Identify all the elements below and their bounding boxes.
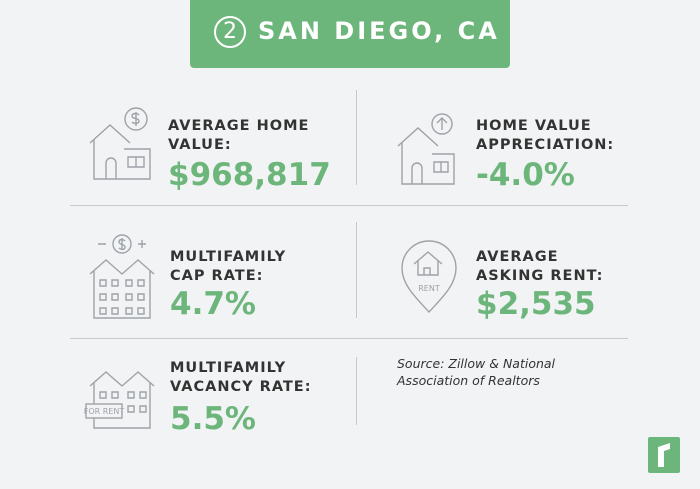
icon-text: FOR RENT [84, 407, 125, 416]
house-dollar-icon [89, 107, 151, 180]
divider [356, 222, 357, 318]
stat-value: 4.7% [170, 286, 256, 322]
divider [70, 338, 628, 339]
stat-label: MULTIFAMILY [170, 360, 287, 376]
for-rent-icon: FOR RENT [84, 371, 155, 429]
stat-label: AVERAGE [476, 249, 559, 265]
house-arrow-icon [397, 113, 455, 185]
logo [648, 437, 680, 473]
divider [70, 205, 628, 206]
source-line: Association of Realtors [397, 373, 540, 388]
stat-label: VACANCY RATE: [170, 379, 312, 395]
stat-value: -4.0% [476, 157, 575, 193]
stat-label: ASKING RENT: [476, 268, 604, 284]
stat-value: $968,817 [168, 157, 331, 193]
stat-value: 5.5% [170, 401, 256, 437]
stat-label: MULTIFAMILY [170, 249, 287, 265]
stat-label: APPRECIATION: [476, 137, 615, 153]
stat-label: HOME VALUE [476, 118, 592, 134]
icon-text: RENT [418, 284, 440, 293]
stat-value: $2,535 [476, 286, 596, 322]
divider [356, 90, 357, 185]
stat-label: CAP RATE: [170, 268, 264, 284]
source-note: Source: Zillow & National Association of… [397, 355, 555, 389]
stat-label: VALUE: [168, 137, 232, 153]
divider [356, 357, 357, 425]
city-title: SAN DIEGO, CA [258, 17, 500, 45]
stat-label: AVERAGE HOME [168, 118, 310, 134]
rent-pin-icon: RENT [401, 240, 457, 314]
rank-badge: 2 [214, 16, 246, 48]
multifamily-dollar-icon [89, 234, 155, 319]
source-line: Source: Zillow & National [397, 356, 556, 371]
